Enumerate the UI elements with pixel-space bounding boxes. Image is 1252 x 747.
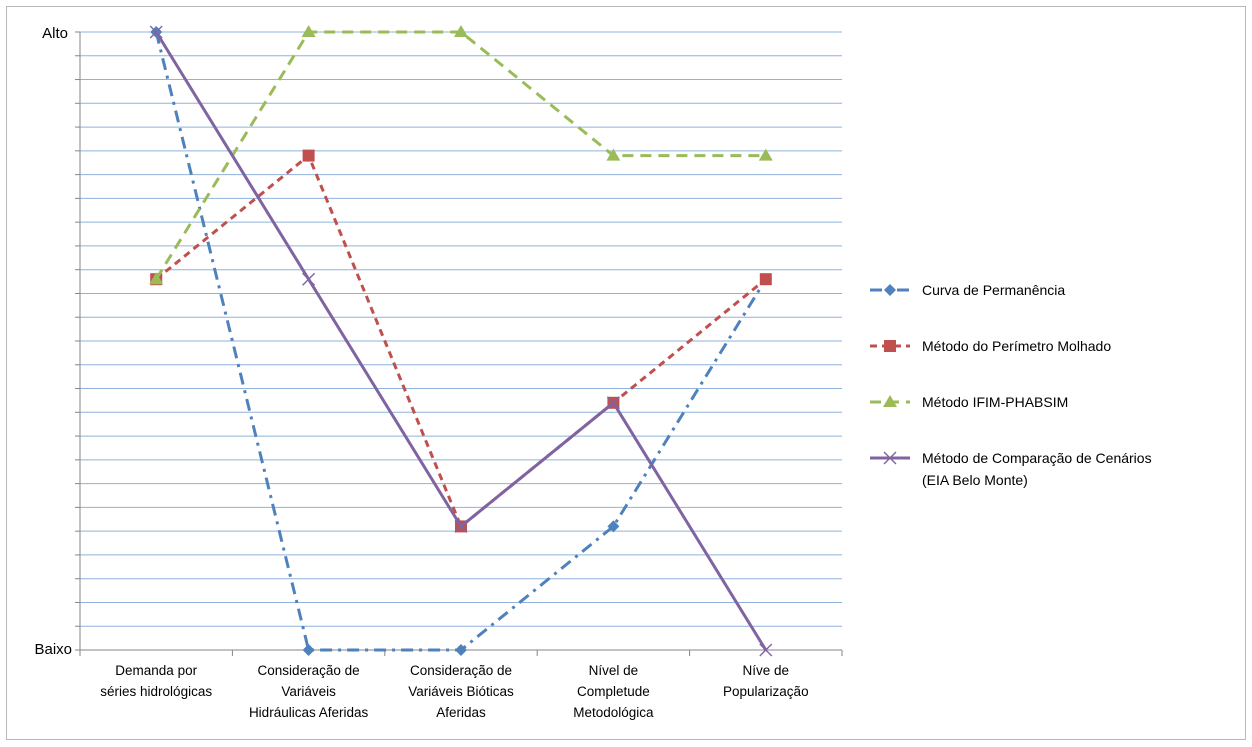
data-point — [759, 643, 773, 657]
data-point — [606, 396, 620, 410]
data-point — [302, 644, 315, 656]
legend-label: Curva de Permanência — [922, 282, 1065, 298]
legend-entry: Curva de Permanência — [870, 282, 1065, 298]
data-point — [454, 25, 468, 37]
data-point — [759, 273, 772, 286]
chart-frame — [6, 6, 1246, 740]
y-tick-label-low: Baixo — [34, 641, 72, 658]
x-tick-label: Demanda por séries hidrológicas — [100, 663, 212, 699]
data-point-stroke — [149, 25, 163, 39]
series — [149, 25, 773, 285]
legend-label: Método de Comparação de Cenários (EIA Bel… — [922, 450, 1152, 488]
gridlines — [75, 31, 842, 651]
data-point-stroke — [883, 451, 897, 465]
data-point — [302, 272, 316, 286]
series-line — [154, 30, 766, 280]
data-point — [454, 519, 468, 533]
data-point — [301, 25, 316, 37]
y-axis-labels: Baixo Alto — [34, 25, 72, 658]
legend-label: Método IFIM-PHABSIM — [922, 394, 1068, 410]
data-point-stroke — [302, 272, 316, 286]
data-point-stroke — [759, 643, 773, 657]
data-point-stroke — [606, 396, 620, 410]
data-point — [758, 148, 773, 161]
data-point — [607, 520, 620, 533]
series-line — [155, 154, 767, 528]
x-tick-label: Nível de Completude Metodológica — [573, 663, 654, 720]
x-axis-labels: Demanda por séries hidrológicas Consideraç… — [100, 663, 808, 720]
legend-label: Método do Perímetro Molhado — [922, 338, 1111, 354]
x-tick-label: Consideração de Variáveis Hidráulicas Afer… — [249, 663, 369, 720]
data-point — [884, 284, 896, 296]
data-point — [884, 340, 896, 352]
legend-entry: Método do Perímetro Molhado — [870, 338, 1111, 354]
x-tick-label: Consideração de Variáveis Bióticas Aferida… — [408, 663, 514, 720]
data-point — [883, 451, 897, 465]
y-tick-label-high: Alto — [42, 25, 68, 42]
series — [149, 25, 773, 657]
x-tick-label: Níve de Popularização — [723, 663, 809, 699]
data-point — [149, 25, 163, 39]
legend: Curva de Permanência Método do Perímetro … — [870, 282, 1152, 488]
data-point — [302, 149, 315, 162]
axes — [79, 32, 843, 656]
data-point — [149, 272, 164, 285]
data-point-stroke — [454, 519, 468, 533]
data-point — [883, 395, 897, 407]
legend-entry: Método IFIM-PHABSIM — [870, 394, 1068, 410]
data-point — [606, 148, 621, 161]
data-point — [455, 644, 467, 656]
legend-entry: Método de Comparação de Cenários (EIA Bel… — [870, 450, 1152, 488]
series-lines — [149, 25, 773, 657]
